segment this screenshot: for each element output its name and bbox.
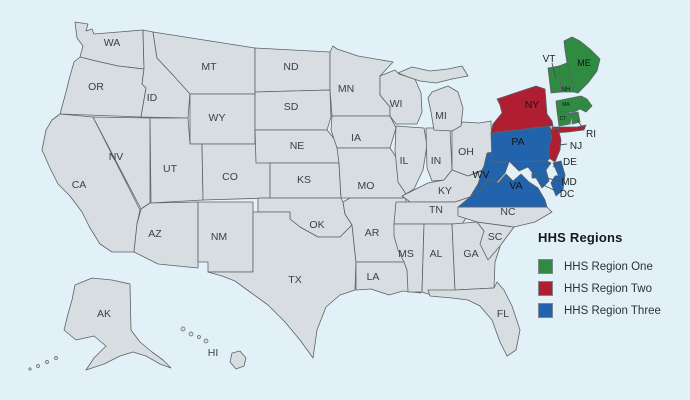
island-dot bbox=[180, 326, 186, 332]
callout-line-ri bbox=[576, 119, 585, 130]
callout-line-nj bbox=[558, 143, 568, 146]
region-two-swatch bbox=[538, 281, 553, 296]
callout-line-md bbox=[545, 177, 561, 182]
callout-line-dc bbox=[538, 182, 559, 193]
callout-label-vt: VT bbox=[543, 54, 556, 65]
state-label-hi: HI bbox=[208, 347, 219, 359]
state-in bbox=[425, 127, 453, 182]
island-dot bbox=[54, 356, 58, 360]
region-three-swatch bbox=[538, 303, 553, 318]
state-mi bbox=[427, 85, 464, 132]
legend-item-region-one: HHS Region One bbox=[538, 259, 688, 274]
state-ny bbox=[490, 85, 554, 134]
state-tx bbox=[207, 211, 357, 359]
state-ks bbox=[269, 162, 342, 199]
callout-line-vt bbox=[551, 62, 557, 80]
state-dc bbox=[531, 172, 538, 179]
legend-title: HHS Regions bbox=[538, 230, 623, 245]
state-az bbox=[133, 201, 199, 269]
state-fl bbox=[427, 281, 521, 357]
callout-label-nj: NJ bbox=[570, 141, 582, 152]
legend-label: HHS Region One bbox=[564, 260, 653, 273]
island-dot bbox=[36, 364, 40, 368]
state-il bbox=[394, 125, 428, 195]
callout-label-ri: RI bbox=[586, 129, 596, 140]
state-me bbox=[563, 36, 601, 94]
state-nd bbox=[254, 47, 331, 93]
state-delmarva-s bbox=[550, 174, 566, 197]
state-md bbox=[509, 160, 552, 189]
state-ak bbox=[63, 277, 172, 371]
state-al bbox=[421, 223, 456, 295]
callout-label-de: DE bbox=[563, 157, 577, 168]
state-mi-up bbox=[397, 65, 469, 84]
state-de bbox=[552, 160, 566, 178]
state-nc bbox=[457, 206, 553, 228]
state-hi bbox=[229, 350, 247, 370]
callout-line-de bbox=[552, 160, 562, 168]
state-wy bbox=[189, 93, 256, 145]
island-dot bbox=[28, 367, 32, 371]
legend-item-region-two: HHS Region Two bbox=[538, 281, 688, 296]
island-dot bbox=[188, 331, 194, 337]
legend-label: HHS Region Two bbox=[564, 282, 652, 295]
state-nj bbox=[548, 127, 562, 163]
legend-item-region-three: HHS Region Three bbox=[538, 303, 688, 318]
island-dot bbox=[197, 335, 201, 339]
state-ne bbox=[254, 129, 341, 164]
region-one-swatch bbox=[538, 259, 553, 274]
hhs-regions-legend: HHS Regions HHS Region One HHS Region Tw… bbox=[538, 230, 688, 325]
state-ia bbox=[330, 115, 397, 149]
island-dot bbox=[45, 360, 49, 364]
legend-label: HHS Region Three bbox=[564, 304, 661, 317]
state-sd bbox=[254, 89, 332, 131]
state-ct bbox=[556, 110, 573, 127]
state-ma bbox=[555, 95, 593, 113]
state-nm bbox=[197, 201, 254, 273]
island-dot bbox=[203, 338, 209, 344]
